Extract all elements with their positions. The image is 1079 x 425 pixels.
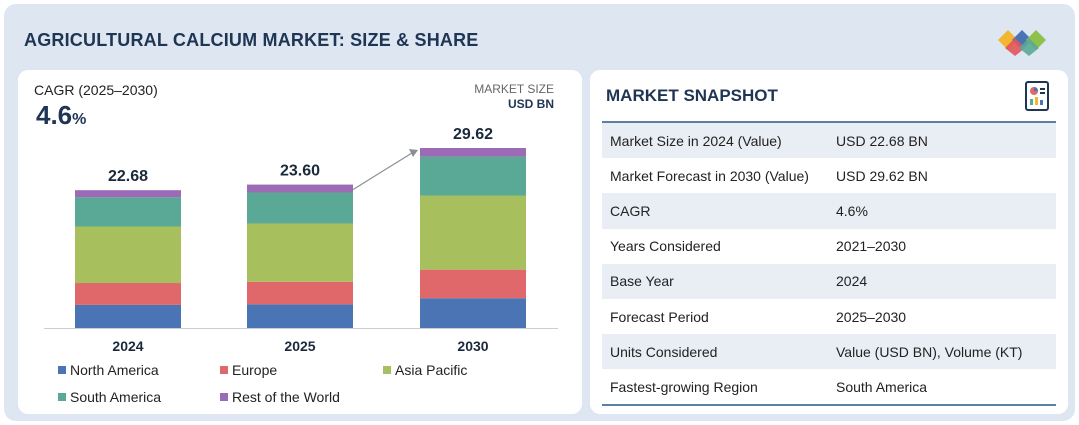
legend-item-asia_pacific: Asia Pacific: [383, 362, 467, 378]
x-tick-label-2025: 2025: [284, 338, 315, 354]
legend-label: North America: [70, 362, 159, 378]
snapshot-row-key: Base Year: [610, 273, 674, 290]
cagr-label: CAGR (2025–2030): [34, 82, 158, 98]
report-document-icon: [1025, 81, 1049, 111]
snapshot-row-value: South America: [836, 378, 928, 395]
legend-swatch: [383, 366, 391, 374]
snapshot-row: Market Forecast in 2030 (Value) USD 29.62…: [602, 158, 1056, 194]
bar-segment-north_america-2024: [75, 304, 181, 328]
x-tick-label-2024: 2024: [112, 338, 143, 354]
brand-logo-icon: [998, 30, 1046, 56]
snapshot-row: Forecast Period 2025–2030: [602, 298, 1056, 335]
snapshot-card: MARKET SNAPSHOT Market Size in 2024 (Val…: [590, 70, 1068, 414]
snapshot-row: Years Considered 2021–2030: [602, 228, 1056, 264]
chart-card: CAGR (2025–2030) 4.6% MARKET SIZE USD BN…: [18, 70, 582, 414]
snapshot-row-key: Units Considered: [610, 343, 718, 360]
bar-segment-asia_pacific-2024: [75, 226, 181, 284]
bar-total-label-2025: 23.60: [280, 163, 320, 180]
legend-swatch: [58, 366, 66, 374]
bar-segment-asia_pacific-2025: [247, 223, 353, 282]
snapshot-row-key: Forecast Period: [610, 308, 709, 325]
bar-segment-asia_pacific-2030: [420, 195, 526, 270]
bar-segment-south_america-2030: [420, 156, 526, 196]
bar-segment-south_america-2024: [75, 197, 181, 227]
snapshot-row-value: 4.6%: [836, 202, 868, 219]
snapshot-row-value: USD 29.62 BN: [836, 167, 928, 184]
snapshot-table: Market Size in 2024 (Value) USD 22.68 BN M…: [602, 123, 1056, 405]
bar-segment-rest_of_world-2030: [420, 148, 526, 157]
snapshot-row: Units Considered Value (USD BN), Volume (…: [602, 334, 1056, 370]
growth-arrow-line: [352, 152, 413, 191]
bar-segment-rest_of_world-2025: [247, 184, 353, 193]
snapshot-row-key: Fastest-growing Region: [610, 378, 758, 395]
snapshot-row: CAGR 4.6%: [602, 193, 1056, 229]
snapshot-top-rule: [602, 121, 1056, 123]
stacked-bar-chart: 22.68 2024 23.60 2025 29.62 2030: [44, 126, 558, 354]
legend-item-south_america: South America: [58, 389, 161, 405]
snapshot-row: Fastest-growing Region South America: [602, 369, 1056, 405]
snapshot-row-value: 2025–2030: [836, 308, 907, 325]
legend-label: Asia Pacific: [395, 362, 468, 378]
x-tick-label-2030: 2030: [457, 338, 488, 354]
bar-total-label-2030: 29.62: [453, 126, 493, 143]
bar-segment-rest_of_world-2024: [75, 190, 181, 198]
snapshot-title: MARKET SNAPSHOT: [606, 86, 778, 105]
bar-segment-north_america-2025: [247, 304, 353, 328]
legend-item-europe: Europe: [220, 362, 277, 378]
snapshot-row: Market Size in 2024 (Value) USD 22.68 BN: [602, 123, 1056, 159]
snapshot-row-value: 2024: [836, 273, 868, 290]
page-title: AGRICULTURAL CALCIUM MARKET: SIZE & SHAR…: [24, 30, 479, 50]
bar-segment-europe-2024: [75, 283, 181, 305]
bar-total-label-2024: 22.68: [108, 168, 148, 185]
legend-swatch: [58, 393, 66, 401]
snapshot-row-value: Value (USD BN), Volume (KT): [836, 343, 1023, 360]
legend-item-rest_of_world: Rest of the World: [220, 389, 340, 405]
bar-segment-north_america-2030: [420, 298, 526, 328]
legend-swatch: [220, 366, 228, 374]
snapshot-row-value: USD 22.68 BN: [836, 132, 928, 149]
cagr-unit: %: [72, 111, 87, 128]
bar-segment-europe-2030: [420, 269, 526, 299]
cagr-value: 4.6%: [36, 100, 86, 131]
market-size-unit: USD BN: [507, 97, 554, 111]
legend-label: Rest of the World: [232, 389, 340, 405]
bar-segment-south_america-2025: [247, 192, 353, 224]
snapshot-row: Base Year 2024: [602, 263, 1056, 299]
snapshot-row-value: 2021–2030: [836, 238, 907, 255]
market-size-label: MARKET SIZE: [474, 82, 554, 96]
legend-label: South America: [70, 389, 162, 405]
snapshot-row-key: Market Forecast in 2030 (Value): [610, 167, 809, 184]
legend-item-north_america: North America: [58, 362, 159, 378]
legend-label: Europe: [232, 362, 278, 378]
legend-swatch: [220, 393, 228, 401]
growth-arrow-head-icon: [409, 149, 418, 157]
snapshot-bottom-rule: [602, 404, 1056, 406]
snapshot-row-key: Years Considered: [610, 238, 721, 255]
snapshot-row-key: CAGR: [610, 202, 651, 219]
snapshot-row-key: Market Size in 2024 (Value): [610, 132, 782, 149]
infographic-frame: AGRICULTURAL CALCIUM MARKET: SIZE & SHAR…: [4, 4, 1075, 421]
cagr-number: 4.6: [36, 100, 73, 130]
bar-segment-europe-2025: [247, 281, 353, 305]
